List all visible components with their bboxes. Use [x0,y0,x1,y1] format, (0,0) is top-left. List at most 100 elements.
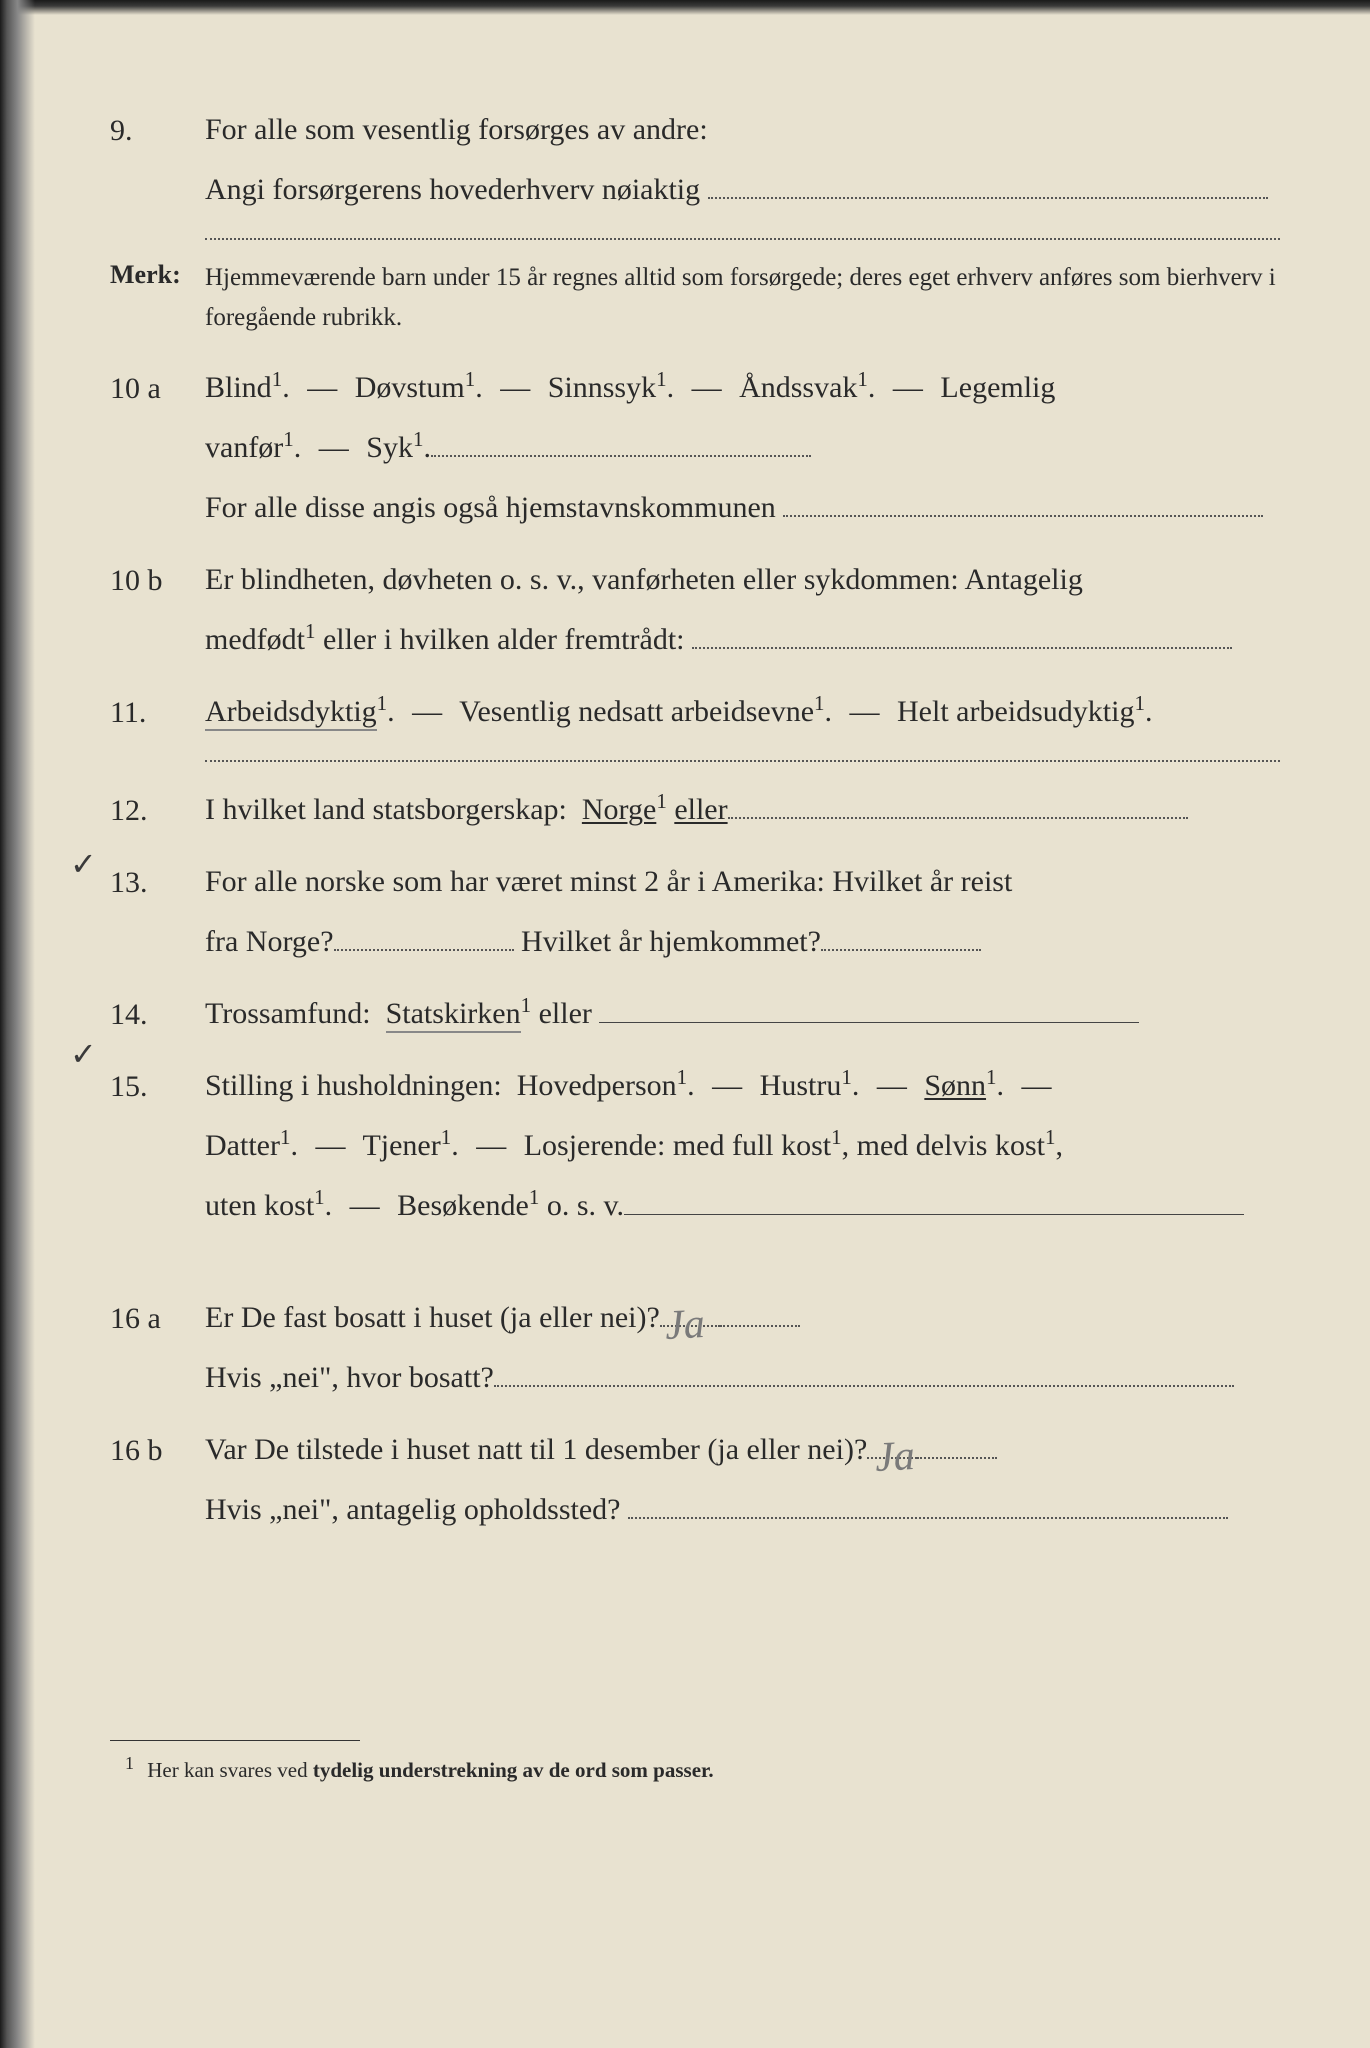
footnote: 1 Her kan svares ved tydelig understrekn… [110,1753,1280,1783]
q10a-number: 10 a [110,358,205,538]
q14-checkmark: ✓ [70,1035,97,1073]
q16a-blank2 [494,1385,1234,1387]
q11-opt1: Arbeidsdyktig [205,695,377,731]
q13-content: For alle norske som har været minst 2 år… [205,852,1280,972]
q14-text2: eller [539,997,592,1030]
q12-underlined: Norge [582,793,656,826]
question-14: 14. Trossamfund: Statskirken1 eller [110,984,1280,1044]
q9-line2: Angi forsørgerens hovederhverv nøiaktig [205,173,700,206]
q16b-blank1b [917,1457,997,1459]
question-12: 12. I hvilket land statsborgerskap: Norg… [110,780,1280,840]
question-16a: 16 a Er De fast bosatt i huset (ja eller… [110,1288,1280,1408]
q15-opt1: Hovedperson [517,1069,677,1102]
question-10a: 10 a Blind1. — Døvstum1. — Sinnssyk1. — … [110,358,1280,538]
q12-content: I hvilket land statsborgerskap: Norge1 e… [205,780,1280,840]
footnote-separator [110,1740,360,1741]
q15-line2-opt2: Tjener [362,1129,440,1162]
q9-content: For alle som vesentlig forsørges av andr… [205,100,1280,220]
q10b-line2b: eller i hvilken alder fremtrådt: [323,623,685,656]
q10b-line2a: medfødt [205,623,305,656]
question-16b: 16 b Var De tilstede i huset natt til 1 … [110,1420,1280,1540]
q10a-opt2: Døvstum [355,371,465,404]
q16a-blank1: Ja [660,1325,720,1327]
q9-line1: For alle som vesentlig forsørges av andr… [205,113,708,146]
q16b-line1: Var De tilstede i huset natt til 1 desem… [205,1433,867,1466]
q10a-line2b: Syk [366,431,413,464]
page-border-left [0,0,35,2048]
q15-opt2: Hustru [760,1069,842,1102]
q14-text1: Trossamfund: [205,997,371,1030]
q16a-blank1b [720,1325,800,1327]
merk-note: Merk: Hjemmeværende barn under 15 år reg… [110,258,1280,338]
q15-opt3: Sønn [924,1069,986,1102]
q13-blank1 [334,949,514,951]
q12-checkmark: ✓ [70,845,97,883]
q15-text1: Stilling i husholdningen: [205,1069,502,1102]
q14-content: Trossamfund: Statskirken1 eller [205,984,1280,1044]
q16a-answer: Ja [663,1282,707,1368]
q10a-opt3: Sinnssyk [548,371,656,404]
q16a-line1: Er De fast bosatt i huset (ja eller nei)… [205,1301,660,1334]
q12-text2: eller [674,793,727,826]
q13-line2b: Hvilket år hjemkommet? [521,925,821,958]
q16a-number: 16 a [110,1288,205,1408]
q10a-line2a: vanfør [205,431,283,464]
q9-number: 9. [110,100,205,220]
q10a-blank1 [431,455,811,457]
q16a-line2: Hvis „nei", hvor bosatt? [205,1361,494,1394]
q13-line1: For alle norske som har været minst 2 år… [205,865,1012,898]
footnote-text: Her kan svares ved [147,1758,313,1782]
q10a-content: Blind1. — Døvstum1. — Sinnssyk1. — Åndss… [205,358,1280,538]
question-13: 13. For alle norske som har været minst … [110,852,1280,972]
q12-text1: I hvilket land statsborgerskap: [205,793,567,826]
question-11: 11. Arbeidsdyktig1. — Vesentlig nedsatt … [110,682,1280,742]
q16b-answer: Ja [873,1414,917,1500]
q16b-number: 16 b [110,1420,205,1540]
q11-opt2: Vesentlig nedsatt arbeidsevne [459,695,814,728]
q16b-line2: Hvis „nei", antagelig opholdssted? [205,1493,621,1526]
question-15: 15. Stilling i husholdningen: Hovedperso… [110,1056,1280,1236]
q10b-number: 10 b [110,550,205,670]
q10b-content: Er blindheten, døvheten o. s. v., vanfør… [205,550,1280,670]
q10a-opt1: Blind [205,371,272,404]
question-9: 9. For alle som vesentlig forsørges av a… [110,100,1280,220]
page-border-top [0,0,1370,15]
q10a-blank2 [783,515,1263,517]
q13-line2a: fra Norge? [205,925,334,958]
q16b-content: Var De tilstede i huset natt til 1 desem… [205,1420,1280,1540]
q16b-blank2 [628,1517,1228,1519]
q13-number: 13. [110,852,205,972]
footnote-num: 1 [125,1753,134,1773]
merk-label: Merk: [110,258,205,338]
q15-line2-text2: med delvis kost [857,1129,1045,1162]
q15-content: Stilling i husholdningen: Hovedperson1. … [205,1056,1280,1236]
q11-opt3: Helt arbeidsudyktig [897,695,1134,728]
q12-blank [728,817,1188,819]
q11-full-line [205,760,1280,762]
q16b-blank1: Ja [867,1457,917,1459]
q11-number: 11. [110,682,205,742]
q14-number: 14. [110,984,205,1044]
q10a-line3: For alle disse angis også hjemstavnskomm… [205,491,776,524]
q15-line3-opt2: Besøkende [397,1189,529,1222]
q9-full-line [205,238,1280,240]
q15-line3-opt1: uten kost [205,1189,314,1222]
q10a-opt4: Åndssvak [739,371,857,404]
q15-number: 15. [110,1056,205,1236]
q15-line3-text: o. s. v. [547,1189,624,1222]
q14-blank [599,1022,1139,1023]
q15-line2-opt1: Datter [205,1129,280,1162]
q11-content: Arbeidsdyktig1. — Vesentlig nedsatt arbe… [205,682,1280,742]
q12-number: 12. [110,780,205,840]
footnote-bold: tydelig understrekning av de ord som pas… [313,1758,714,1782]
q14-underlined: Statskirken [386,997,521,1033]
q10a-opt5: Legemlig [940,371,1055,404]
q9-blank [708,197,1268,199]
merk-content: Hjemmeværende barn under 15 år regnes al… [205,258,1280,338]
question-10b: 10 b Er blindheten, døvheten o. s. v., v… [110,550,1280,670]
q16a-content: Er De fast bosatt i huset (ja eller nei)… [205,1288,1280,1408]
q15-blank [624,1214,1244,1215]
q15-line2-text: Losjerende: med full kost [524,1129,831,1162]
q10b-blank [692,647,1232,649]
q13-blank2 [821,949,981,951]
